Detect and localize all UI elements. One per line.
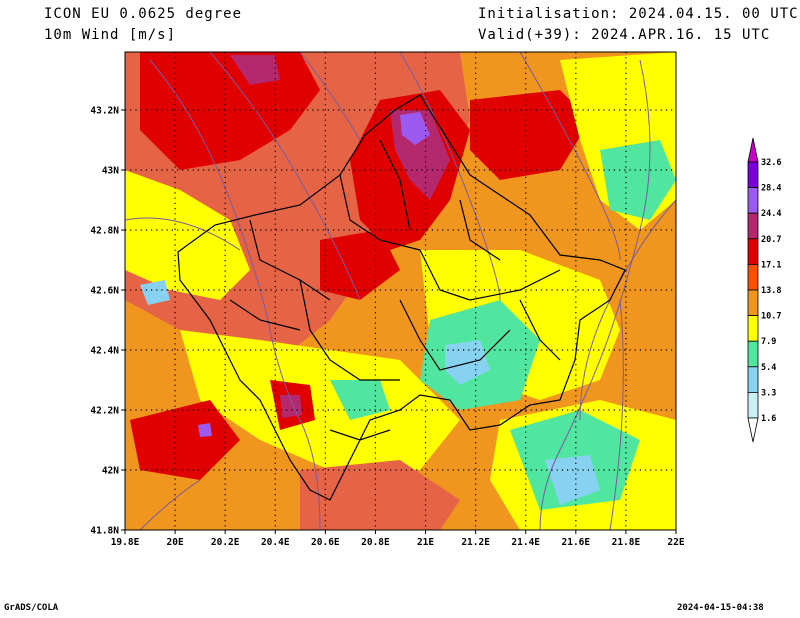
colorbar-swatch — [747, 391, 759, 419]
field-gale-mid — [320, 230, 400, 300]
region-border — [419, 249, 561, 301]
colorbar-swatch — [747, 340, 759, 368]
field-light-w — [140, 280, 170, 305]
colorbar-swatch — [747, 212, 759, 240]
x-tick-label: 20.8E — [361, 537, 390, 548]
field-gale-sw — [130, 400, 240, 480]
y-tick-label: 43.2N — [90, 106, 119, 117]
y-tick-label: 42.8N — [90, 226, 119, 237]
x-tick-label: 21.2E — [461, 537, 490, 548]
colorbar-swatch — [747, 161, 759, 189]
x-tick-label: 20.2E — [211, 537, 240, 548]
country-border — [177, 94, 626, 501]
field-gale-bottom — [300, 460, 460, 530]
field-light-se — [545, 455, 600, 505]
colorbar-swatch — [747, 289, 759, 317]
colorbar-label: 17.1 — [761, 260, 781, 270]
colorbar-label: 3.3 — [761, 388, 776, 398]
field-light-center — [445, 340, 490, 385]
colorbar-swatch — [747, 366, 759, 393]
colorbar-label: 7.9 — [761, 337, 776, 347]
y-ticks: 41.8N 42N 42.2N 42.4N 42.6N 42.8N 43N 43.2N — [90, 106, 125, 537]
admin-borders — [177, 94, 626, 501]
x-tick-label: 21.4E — [511, 537, 540, 548]
y-tick-label: 42.2N — [90, 406, 119, 417]
colorbar-top-arrow — [747, 137, 759, 163]
colorbar-label: 1.6 — [761, 414, 776, 424]
x-tick-label: 21E — [417, 537, 434, 548]
streamlines — [125, 52, 676, 530]
region-border — [379, 139, 411, 231]
colorbar-bottom-arrow — [747, 417, 759, 443]
footer-right: 2024-04-15-04:38 — [677, 603, 764, 613]
init-time: Initialisation: 2024.04.15. 00 UTC — [478, 6, 799, 22]
footer-left: GrADS/COLA — [4, 603, 59, 613]
field-gale-east — [470, 90, 590, 180]
colorbar-label: 24.4 — [761, 209, 781, 219]
region-border — [299, 279, 400, 381]
field-moderate-south — [180, 330, 460, 470]
field-extreme-north — [400, 112, 430, 145]
region-border — [519, 299, 561, 361]
colorbar-label: 28.4 — [761, 184, 781, 194]
streamline — [609, 299, 624, 530]
y-tick-label: 42.6N — [90, 286, 119, 297]
x-tick-label: 20.6E — [311, 537, 340, 548]
x-tick-label: 21.8E — [612, 537, 641, 548]
wind-field — [125, 52, 676, 530]
streamline — [539, 59, 651, 530]
x-tick-label: 19.8E — [111, 537, 140, 548]
region-border — [459, 199, 501, 261]
valid-time: Valid(+39): 2024.APR.16. 15 UTC — [478, 27, 771, 43]
streamline — [519, 52, 621, 261]
y-tick-label: 41.8N — [90, 526, 119, 537]
colorbar: 32.6 28.4 24.4 20.7 17.1 13.8 10.7 7.9 5.4 3.3 1.6 — [747, 137, 781, 443]
field-storm-nw — [230, 55, 280, 85]
streamline — [299, 52, 361, 141]
y-tick-label: 42.4N — [90, 346, 119, 357]
region-border — [229, 299, 301, 331]
field-storm-sw — [280, 395, 302, 418]
x-tick-label: 20E — [167, 537, 184, 548]
model-title: ICON EU 0.0625 degree — [44, 6, 243, 22]
x-ticks: 19.8E 20E 20.2E 20.4E 20.6E 20.8E 21E 21.2E 21.4… — [111, 530, 685, 548]
colorbar-label: 13.8 — [761, 286, 781, 296]
colorbar-swatch — [747, 263, 759, 291]
x-tick-label: 20.4E — [261, 537, 290, 548]
field-calm-e — [600, 140, 676, 220]
colorbar-label: 10.7 — [761, 312, 781, 322]
field-title: 10m Wind [m/s] — [44, 27, 177, 43]
streamline — [125, 217, 241, 251]
colorbar-swatch — [747, 238, 759, 265]
colorbar-swatch — [747, 315, 759, 342]
region-border — [249, 219, 331, 301]
y-tick-label: 43N — [102, 166, 119, 177]
colorbar-label: 32.6 — [761, 158, 781, 168]
field-extreme-sw — [198, 423, 212, 437]
colorbar-label: 5.4 — [761, 363, 776, 373]
streamline — [209, 52, 361, 301]
streamline — [139, 479, 201, 530]
region-border — [329, 429, 391, 441]
colorbar-swatch — [747, 187, 759, 214]
x-tick-label: 22E — [667, 537, 684, 548]
streamline — [399, 52, 501, 301]
y-tick-label: 42N — [102, 466, 119, 477]
plot-frame — [124, 51, 677, 531]
field-gale-north — [140, 52, 320, 170]
field-moderate-west — [125, 170, 250, 300]
x-tick-label: 21.6E — [562, 537, 591, 548]
colorbar-label: 20.7 — [761, 235, 781, 245]
